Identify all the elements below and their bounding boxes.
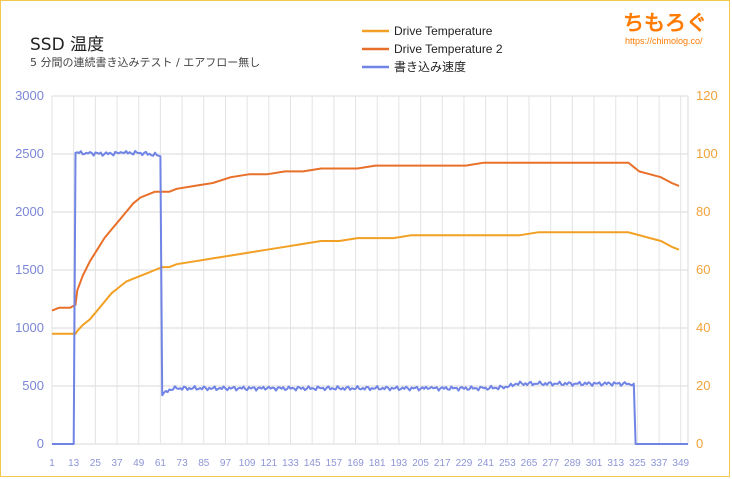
x-axis-tick-label: 25	[90, 458, 102, 469]
x-axis-tick-label: 13	[68, 458, 80, 469]
x-axis-tick-label: 193	[391, 458, 408, 469]
left-axis-tick-label: 3000	[15, 88, 44, 103]
grid	[51, 95, 689, 445]
legend-label-write-speed: 書き込み速度	[394, 59, 466, 74]
x-axis-tick-label: 265	[521, 458, 538, 469]
x-axis-tick-label: 253	[499, 458, 516, 469]
x-axis-tick-label: 241	[477, 458, 494, 469]
right-axis-tick-label: 20	[696, 378, 710, 393]
series-line-drive-temperature-2	[51, 161, 680, 312]
chart-title: SSD 温度	[30, 35, 104, 55]
x-axis-tick-label: 325	[629, 458, 646, 469]
series-line-drive-temperature	[52, 231, 680, 335]
left-axis-tick-label: 2000	[15, 204, 44, 219]
x-axis-tick-label: 73	[177, 458, 189, 469]
left-axis-tick-label: 0	[37, 436, 44, 451]
x-axis-tick-label: 205	[412, 458, 429, 469]
legend: Drive Temperature Drive Temperature 2 書き…	[362, 24, 503, 74]
x-axis-tick-label: 181	[369, 458, 386, 469]
left-axis-ticks: 0 500 1000 1500 2000 2500 3000	[15, 88, 44, 451]
legend-label-drive-temperature-2: Drive Temperature 2	[394, 42, 503, 56]
x-axis-tick-label: 157	[326, 458, 343, 469]
x-axis-tick-label: 121	[260, 458, 277, 469]
left-axis-tick-label: 500	[22, 378, 44, 393]
right-axis-tick-label: 120	[696, 88, 718, 103]
brand-logo-text: ちもろぐ	[623, 11, 707, 35]
left-axis-tick-label: 1500	[15, 262, 44, 277]
legend-label-drive-temperature: Drive Temperature	[394, 24, 493, 38]
x-axis-tick-label: 229	[456, 458, 473, 469]
x-axis-tick-label: 277	[542, 458, 559, 469]
right-axis-tick-label: 80	[696, 204, 710, 219]
brand-watermark: ちもろぐ https://chimolog.co/	[623, 11, 707, 46]
right-axis-tick-label: 40	[696, 320, 710, 335]
x-axis-tick-label: 85	[198, 458, 210, 469]
series-line-write-speed	[52, 150, 688, 445]
brand-url: https://chimolog.co/	[625, 36, 703, 46]
x-axis-tick-label: 289	[564, 458, 581, 469]
chart-subtitle: 5 分間の連続書き込みテスト / エアフロー無し	[30, 55, 260, 69]
right-axis-tick-label: 100	[696, 146, 718, 161]
x-axis-tick-label: 169	[347, 458, 364, 469]
x-axis-ticks: 1 13 25 37 49 61 73 85 97 109 121 133 145 157 169 181 19…	[49, 458, 689, 469]
x-axis-tick-label: 61	[155, 458, 167, 469]
x-axis-tick-label: 109	[239, 458, 256, 469]
right-axis-ticks: 0 20 40 60 80 100 120	[696, 88, 718, 451]
right-axis-tick-label: 0	[696, 436, 703, 451]
x-axis-tick-label: 313	[607, 458, 624, 469]
x-axis-tick-label: 49	[133, 458, 145, 469]
left-axis-tick-label: 1000	[15, 320, 44, 335]
x-axis-tick-label: 133	[282, 458, 299, 469]
left-axis-tick-label: 2500	[15, 146, 44, 161]
x-axis-tick-label: 97	[220, 458, 232, 469]
series-layer	[51, 150, 688, 445]
x-axis-tick-label: 145	[304, 458, 321, 469]
x-axis-tick-label: 349	[672, 458, 689, 469]
x-axis-tick-label: 217	[434, 458, 451, 469]
x-axis-tick-label: 337	[651, 458, 668, 469]
x-axis-tick-label: 37	[111, 458, 123, 469]
x-axis-tick-label: 301	[586, 458, 603, 469]
x-axis-tick-label: 1	[49, 458, 55, 469]
right-axis-tick-label: 60	[696, 262, 710, 277]
